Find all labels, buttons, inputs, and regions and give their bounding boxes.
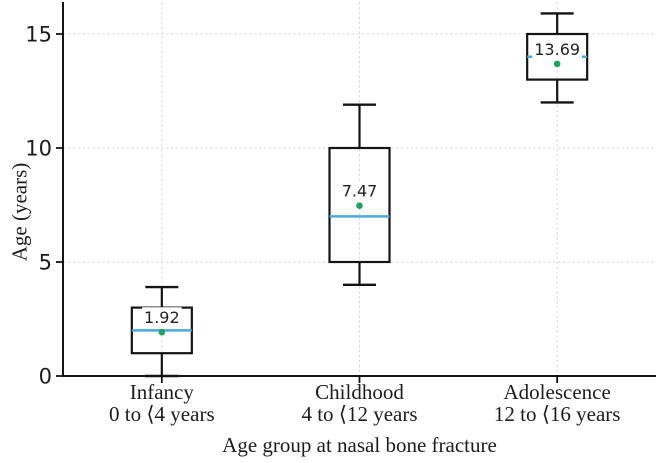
y-tick-label: 15 <box>25 23 52 47</box>
mean-dot <box>553 60 561 68</box>
mean-label-bg <box>532 38 583 60</box>
x-axis-title: Age group at nasal bone fracture <box>222 433 497 457</box>
mean-value-label: 1.92 <box>144 308 180 327</box>
boxplot-adolescence: 13.69 <box>526 12 589 104</box>
boxplot-infancy: 1.92 <box>130 285 193 378</box>
category-label: Adolescence <box>504 380 611 404</box>
y-tick-label: 10 <box>25 137 52 161</box>
y-tick-label: 5 <box>39 251 52 275</box>
category-sublabel: 4 to ⟨12 years <box>301 402 417 426</box>
box-rect <box>328 146 391 264</box>
category-sublabel: 0 to ⟨4 years <box>109 402 215 426</box>
boxplot-childhood: 7.47 <box>328 103 391 286</box>
y-tick-label: 0 <box>39 365 52 389</box>
category-label: Infancy <box>130 380 195 404</box>
mean-value-label: 13.69 <box>534 40 580 59</box>
category-label: Childhood <box>315 380 404 404</box>
mean-label-bg <box>339 180 380 202</box>
y-axis-title: Age (years) <box>7 162 32 262</box>
mean-label-bg <box>142 307 182 329</box>
mean-dot <box>356 202 363 209</box>
mean-value-label: 7.47 <box>342 182 378 201</box>
category-sublabel: 12 to ⟨16 years <box>494 402 621 426</box>
mean-dot <box>158 328 166 336</box>
